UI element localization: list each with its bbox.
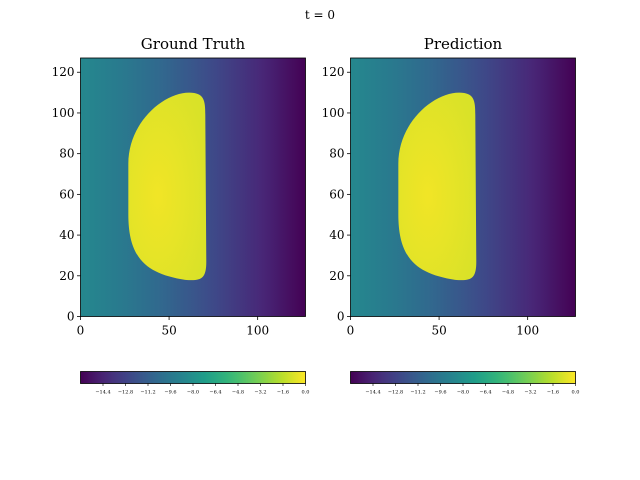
colorbar-tick-label: 0.0	[302, 390, 310, 396]
y-tick-label: 0	[67, 310, 75, 324]
colorbar	[350, 371, 576, 384]
x-tick-label: 50	[161, 324, 176, 338]
colorbar-tick-label: −12.8	[388, 390, 403, 396]
y-tick-label: 100	[322, 106, 345, 120]
y-tick-label: 40	[59, 228, 74, 242]
x-tick-label: 100	[516, 324, 539, 338]
figure-suptitle: t = 0	[305, 8, 335, 22]
colorbar-tick-label: −4.8	[232, 390, 244, 396]
colorbar-tick-label: −14.4	[95, 390, 110, 396]
x-tick-label: 0	[77, 324, 85, 338]
panel-title: Prediction	[424, 35, 503, 53]
panel-1: Prediction 0 50 100 0 20 40 60 80 100 120 −14.4 −12.…	[322, 35, 580, 396]
colorbar-tick-label: −8.0	[187, 390, 199, 396]
y-tick-label: 40	[329, 228, 344, 242]
x-tick-label: 100	[246, 324, 269, 338]
y-tick-label: 80	[329, 147, 344, 161]
colorbar-tick-label: −11.2	[140, 390, 155, 396]
y-tick-label: 0	[337, 310, 345, 324]
colorbar-tick-label: −1.6	[547, 390, 559, 396]
y-tick-label: 20	[329, 269, 344, 283]
colorbar-tick-label: −14.4	[365, 390, 380, 396]
heatmap-blob	[398, 92, 477, 281]
y-tick-label: 20	[59, 269, 74, 283]
y-tick-label: 80	[59, 147, 74, 161]
heatmap-blob	[128, 92, 207, 281]
colorbar-tick-label: −3.2	[254, 390, 266, 396]
y-tick-label: 100	[52, 106, 75, 120]
colorbar-tick-label: −6.4	[209, 390, 221, 396]
colorbar-tick-label: −4.8	[502, 390, 514, 396]
axes-frame	[80, 57, 306, 317]
colorbar	[80, 371, 306, 384]
colorbar-tick-label: −9.6	[434, 390, 446, 396]
x-tick-label: 0	[347, 324, 355, 338]
colorbar-tick-label: 0.0	[572, 390, 580, 396]
colorbar-tick-label: −1.6	[277, 390, 289, 396]
y-tick-label: 120	[322, 65, 345, 79]
colorbar-tick-label: −11.2	[410, 390, 425, 396]
axes-frame	[350, 57, 576, 317]
y-tick-label: 60	[329, 187, 344, 201]
y-tick-label: 120	[52, 65, 75, 79]
colorbar-tick-label: −9.6	[164, 390, 176, 396]
colorbar-tick-label: −12.8	[118, 390, 133, 396]
colorbar-tick-label: −8.0	[457, 390, 469, 396]
colorbar-tick-label: −6.4	[479, 390, 491, 396]
panel-title: Ground Truth	[141, 35, 246, 53]
panel-0: Ground Truth 0 50 100 0 20 40 60 80 100 120 −14.4 −1…	[52, 35, 310, 396]
colorbar-tick-label: −3.2	[524, 390, 536, 396]
y-tick-label: 60	[59, 187, 74, 201]
x-tick-label: 50	[431, 324, 446, 338]
